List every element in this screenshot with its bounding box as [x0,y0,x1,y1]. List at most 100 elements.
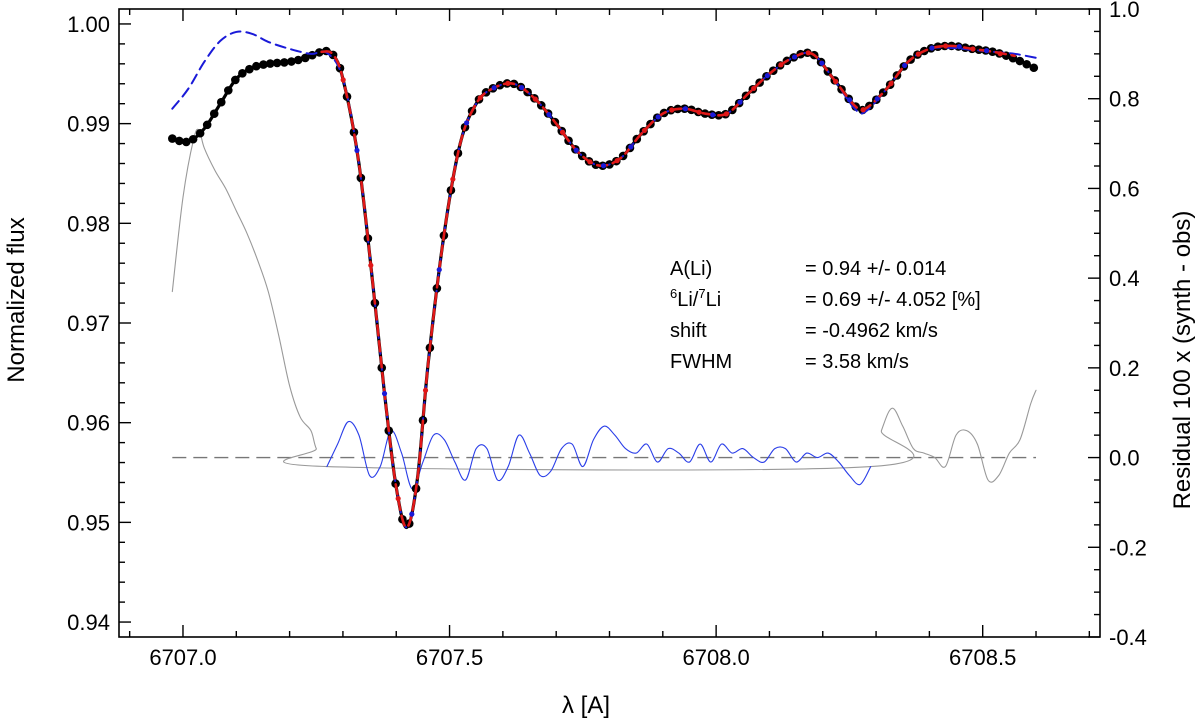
data-point-fit-marker [519,84,525,91]
data-point-observed [1029,63,1039,73]
data-point-observed [224,86,233,95]
annotation-row: shift = -0.4962 km/s [670,320,938,342]
data-point-fit-marker [573,147,579,153]
data-point-fit-marker [805,50,811,56]
annotation-value: = -0.4962 km/s [805,320,938,342]
y-right-tick-label: 1.0 [1109,0,1140,22]
series-line-residual-fit [326,420,872,490]
data-point-fit-marker [340,77,346,83]
data-point-observed [181,137,191,147]
data-point-fit-marker [792,54,798,60]
data-point-observed [216,97,226,107]
data-point-fit-marker [669,107,675,113]
data-point-observed [175,136,184,146]
data-point-fit-marker [436,267,442,273]
y-right-tick-label: 0.2 [1109,356,1140,381]
data-point-fit-marker [723,111,729,117]
data-point-observed [259,60,268,69]
y-left-tick-label: 0.96 [67,411,110,436]
y-left-tick-label: 0.97 [67,311,110,336]
annotation-label: shift [670,320,707,342]
annotation-label: 6Li/7Li [670,286,721,311]
data-point-fit-marker [505,80,511,86]
data-point-fit-marker [860,107,866,113]
data-point-fit-marker [477,95,483,101]
y-right-tick-label: -0.4 [1109,625,1147,650]
data-point-observed [238,68,247,78]
x-tick-label: 6707.5 [416,645,483,670]
y-axis-label-left: Normalized flux [3,217,30,382]
annotation-row: A(Li) = 0.94 +/- 0.014 [670,258,946,280]
data-point-observed [188,134,198,144]
series-line-synthetic-red [320,44,1016,529]
axis-ticks: 6707.0 6707.5 6708.0 6708.5 0.94 0.95 0.96 0.97… [67,0,1147,670]
data-point-fit-marker [587,159,593,165]
data-point-fit-marker [751,85,757,92]
data-point-fit-marker [737,99,743,105]
data-point-fit-marker [983,48,990,54]
x-tick-label: 6707.0 [149,645,216,670]
data-point-fit-marker [846,97,853,103]
data-point-fit-marker [819,60,825,66]
data-point-fit-marker [682,106,689,112]
data-point-fit-marker [532,96,538,102]
data-point-fit-marker [710,112,716,118]
data-point-observed [195,128,205,138]
data-point-fit-marker [395,495,401,502]
data-point-fit-marker [929,45,935,51]
data-point-fit-marker [368,262,374,268]
data-point-observed [168,134,177,143]
annotation-value: = 0.94 +/- 0.014 [805,258,946,280]
x-tick-label: 6708.0 [682,645,749,670]
annotation-row: 6Li/7Li = 0.69 +/- 4.052 [%] [670,286,981,311]
annotation-value: = 3.58 km/s [805,351,909,373]
data-point-observed [988,47,997,56]
data-point-fit-marker [614,158,620,164]
annotation-label: A(Li) [670,258,712,280]
y-left-tick-label: 0.94 [67,610,110,635]
y-left-tick-label: 1.00 [67,12,110,37]
data-point-fit-marker [559,129,566,135]
data-point-observed [287,57,296,66]
data-point-fit-marker [778,62,784,68]
data-point-fit-marker [546,111,552,118]
y-right-tick-label: 0.6 [1109,176,1140,201]
data-point-observed [591,160,601,170]
data-point-fit-marker [628,144,634,150]
data-point-fit-marker [956,44,962,50]
data-point-fit-marker [696,109,702,115]
y-right-tick-label: 0.0 [1109,446,1140,471]
data-point-observed [272,58,282,68]
y-right-tick-label: 0.8 [1109,87,1140,112]
y-axis-label-right: Residual 100 x (synth - obs) [1169,211,1196,510]
x-axis-label: λ [A] [562,692,610,719]
data-point-fit-marker [888,80,894,87]
data-point-fit-marker [997,51,1003,57]
y-left-tick-label: 0.95 [67,510,110,535]
data-point-observed [1022,59,1031,69]
data-point-observed [265,59,275,68]
data-point-fit-marker [655,114,661,120]
data-point-fit-marker [491,85,497,91]
data-point-observed [293,55,303,65]
data-point-fit-marker [833,78,839,85]
data-point-observed [315,48,324,57]
data-point-observed [245,64,254,74]
data-point-observed [209,109,219,118]
data-point-fit-marker [943,43,949,49]
fit-parameters: A(Li) = 0.94 +/- 0.014 6Li/7Li = 0.69 +/… [670,258,981,373]
data-point-fit-marker [600,163,607,169]
data-layer [168,30,1039,529]
data-point-fit-marker [902,62,908,69]
data-point-fit-marker [641,127,648,134]
data-point-observed [231,75,240,85]
data-point-fit-marker [354,147,360,154]
annotation-value: = 0.69 +/- 4.052 [%] [805,289,981,311]
y-left-tick-label: 0.99 [67,112,110,137]
data-point-fit-marker [409,511,415,517]
y-right-tick-label: -0.2 [1109,535,1147,560]
data-point-fit-marker [464,120,470,126]
data-point-fit-marker [874,96,880,102]
series-line-residual-outside [171,128,1037,483]
